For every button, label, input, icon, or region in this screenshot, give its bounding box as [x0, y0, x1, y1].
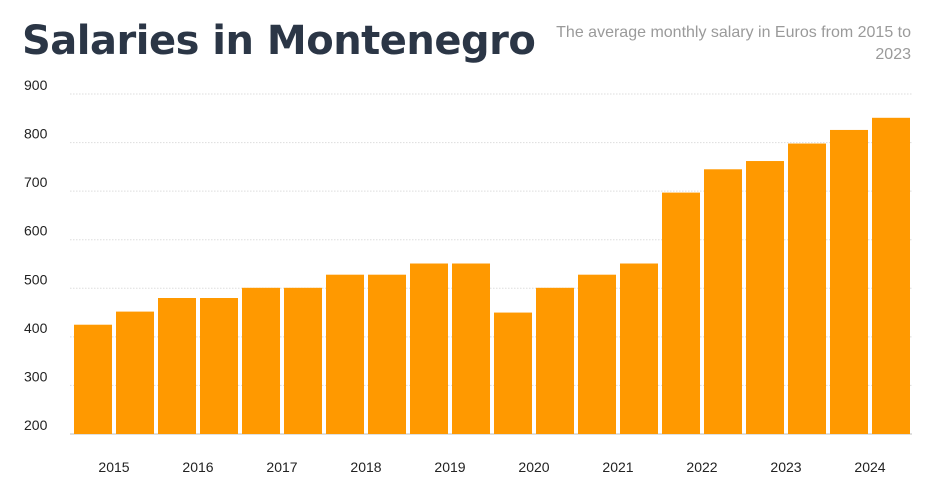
bar [158, 298, 196, 434]
x-tick-label: 2024 [854, 459, 885, 475]
x-axis-ticks: 2015 2016 2017 2018 2019 2020 2021 2022 2023 2024 [98, 459, 885, 475]
bar [200, 298, 238, 434]
bar [620, 263, 658, 434]
x-tick-label: 2015 [98, 459, 129, 475]
bar [578, 274, 616, 434]
y-tick-label: 600 [24, 223, 48, 239]
bar [368, 274, 406, 434]
x-tick-label: 2017 [266, 459, 297, 475]
x-tick-label: 2018 [350, 459, 381, 475]
bar [704, 169, 742, 435]
bar [326, 274, 364, 434]
bar [242, 287, 280, 434]
x-tick-label: 2020 [518, 459, 549, 475]
bar [494, 312, 532, 434]
y-axis-ticks: 200 300 400 500 600 700 800 900 [24, 77, 48, 433]
y-tick-label: 400 [24, 320, 48, 336]
bar [662, 192, 700, 434]
bar [410, 263, 448, 434]
x-tick-label: 2021 [602, 459, 633, 475]
y-tick-label: 800 [24, 126, 48, 142]
bar [116, 311, 154, 434]
bar [746, 161, 784, 434]
y-tick-label: 200 [24, 417, 48, 433]
chart-subtitle: The average monthly salary in Euros from… [556, 24, 911, 63]
bar [830, 129, 868, 434]
x-tick-label: 2023 [770, 459, 801, 475]
bar [284, 287, 322, 434]
chart-title: Salaries in Montenegro [22, 18, 536, 64]
bar [872, 117, 910, 435]
bar [74, 324, 112, 434]
y-tick-label: 700 [24, 174, 48, 190]
bar [452, 263, 490, 434]
x-tick-label: 2019 [434, 459, 465, 475]
x-tick-label: 2016 [182, 459, 213, 475]
gridlines [70, 93, 912, 435]
bars [74, 117, 910, 435]
y-tick-label: 900 [24, 77, 48, 93]
y-tick-label: 300 [24, 368, 48, 384]
bar [788, 143, 826, 435]
y-tick-label: 500 [24, 271, 48, 287]
x-tick-label: 2022 [686, 459, 717, 475]
bar [536, 287, 574, 434]
